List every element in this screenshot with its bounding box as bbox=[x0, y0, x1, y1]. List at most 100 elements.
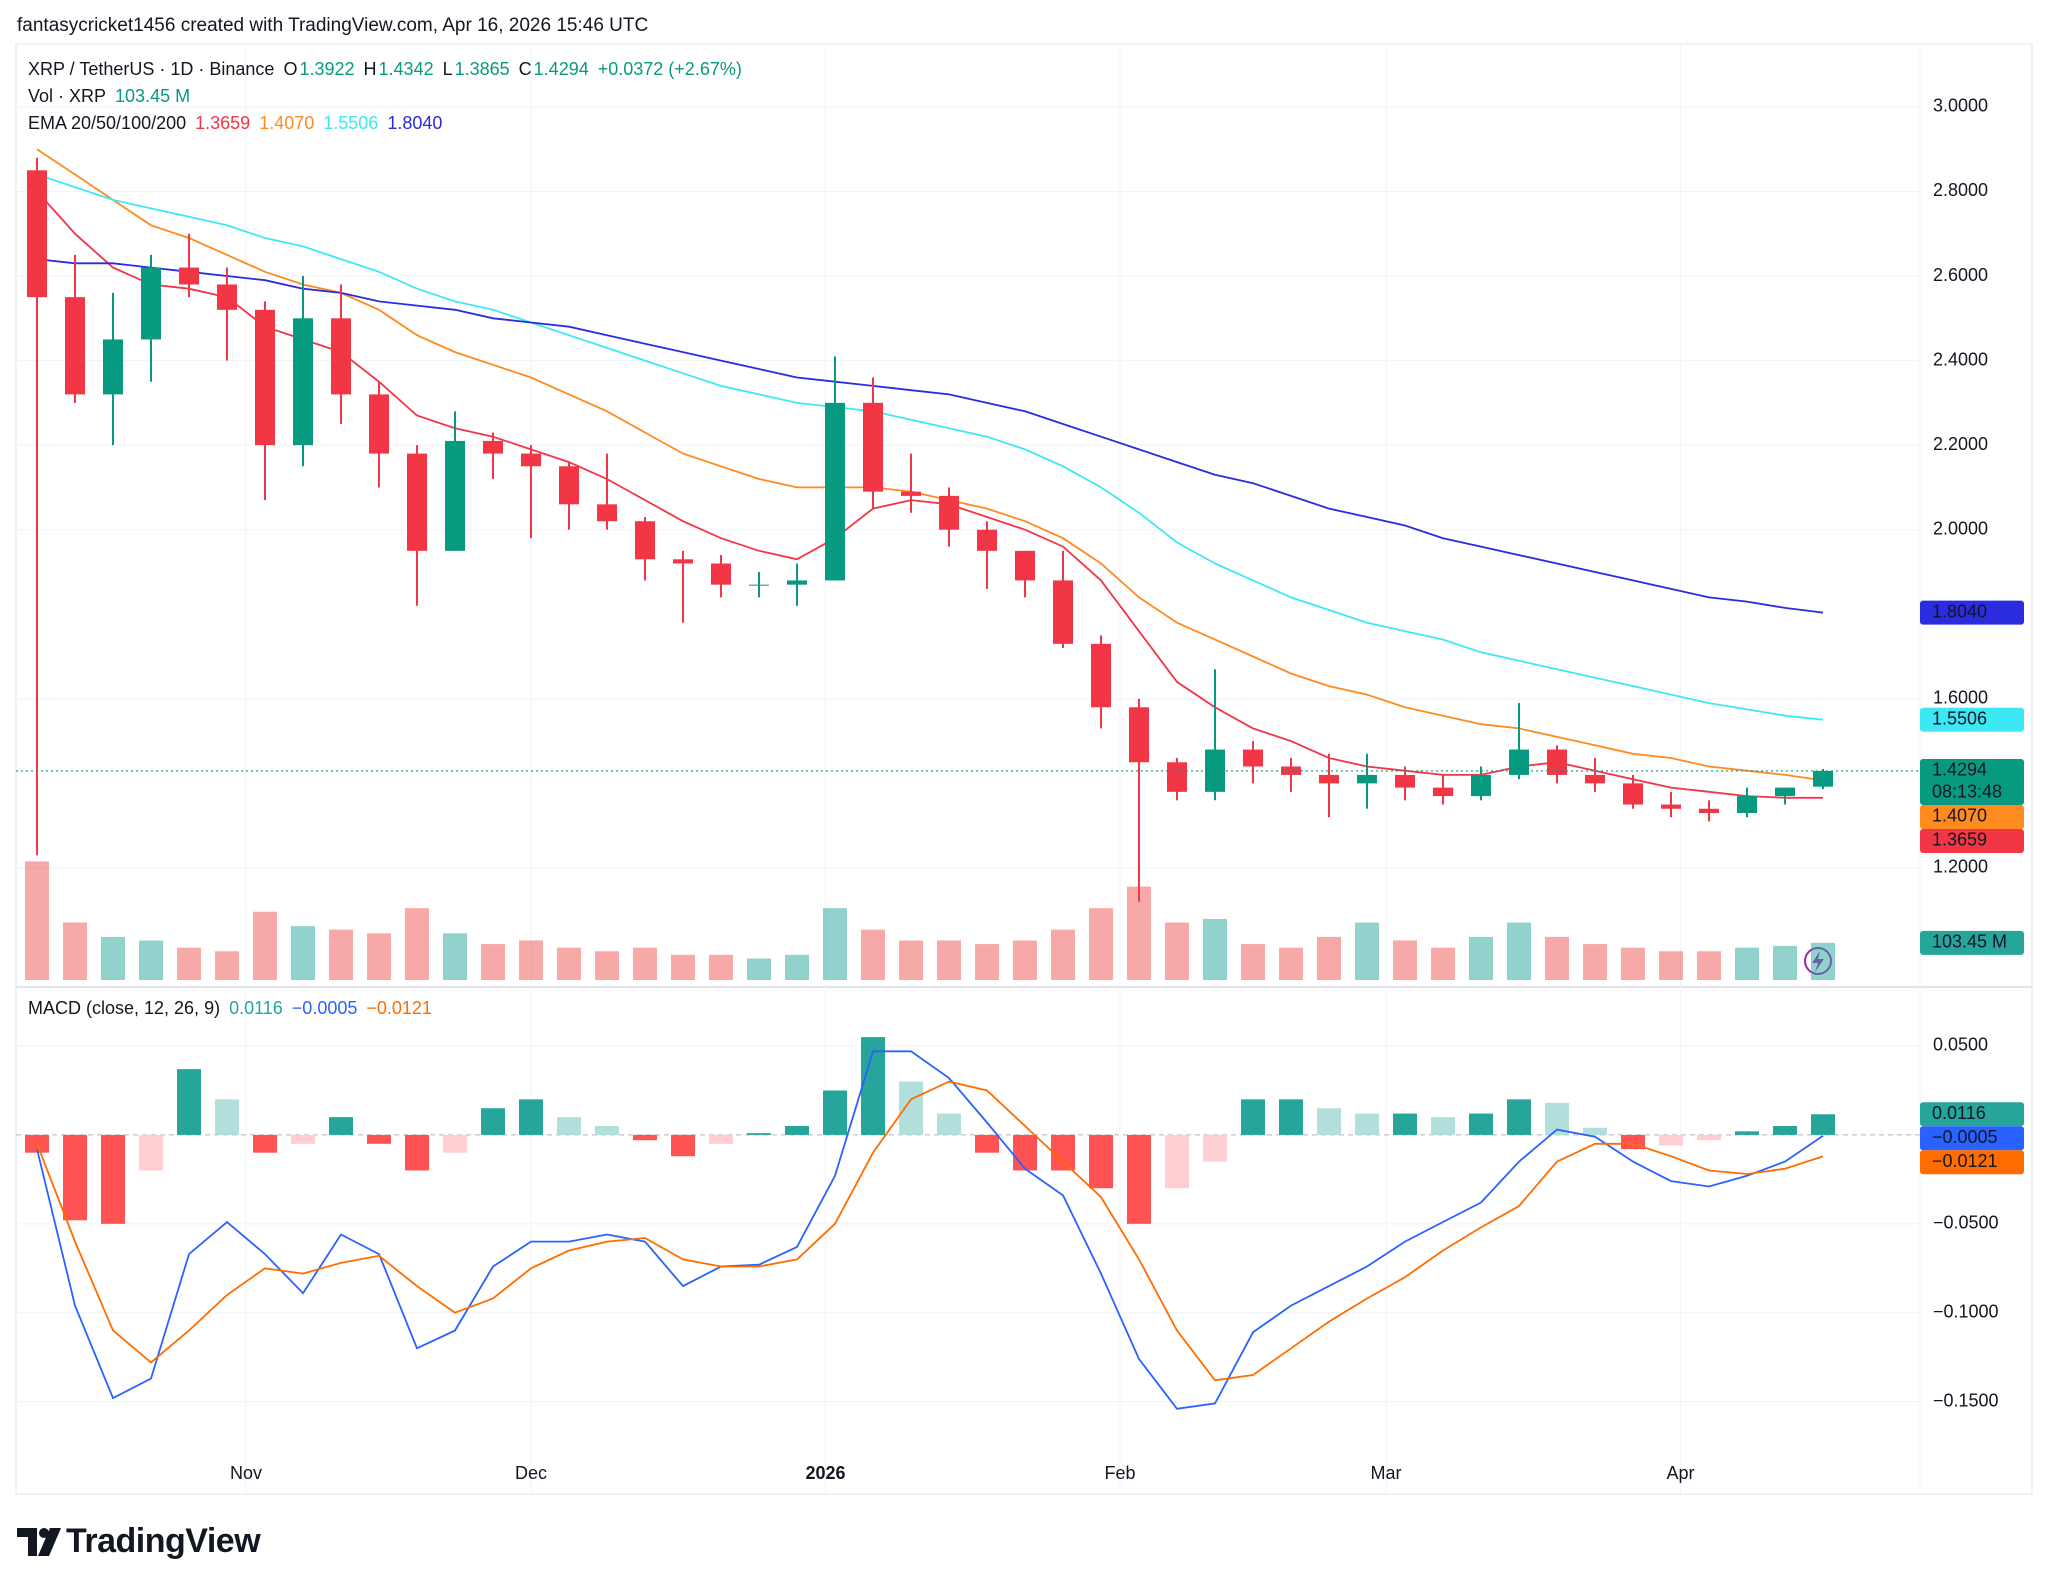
header: fantasycricket1456 created with TradingV… bbox=[17, 15, 649, 36]
candle-body bbox=[65, 297, 85, 395]
volume-bar bbox=[329, 929, 353, 980]
histogram-bar bbox=[253, 1134, 277, 1153]
candle-body bbox=[1319, 774, 1339, 784]
volume-bar bbox=[975, 944, 999, 980]
candle-body bbox=[977, 529, 997, 551]
ema-line bbox=[36, 258, 1824, 614]
volume-bar bbox=[1165, 922, 1189, 980]
candle-body bbox=[1471, 774, 1491, 797]
candle-body bbox=[179, 267, 199, 285]
candle-body bbox=[635, 521, 655, 560]
macd-line bbox=[36, 1050, 1824, 1410]
volume-bar bbox=[1659, 951, 1683, 980]
volume-bar bbox=[405, 908, 429, 980]
volume-bar bbox=[481, 944, 505, 980]
candle-body bbox=[901, 491, 921, 496]
logo-slash bbox=[38, 1528, 61, 1556]
candle-body bbox=[255, 309, 275, 446]
price-badge-label: −0.0005 bbox=[1932, 1127, 1998, 1147]
histogram-bar bbox=[1013, 1134, 1037, 1171]
candle-body bbox=[1813, 770, 1833, 787]
histogram-bar bbox=[405, 1134, 429, 1171]
volume-bar bbox=[1773, 945, 1797, 980]
histogram-bar bbox=[481, 1108, 505, 1135]
x-tick-label: Feb bbox=[1104, 1463, 1135, 1483]
candle-body bbox=[1623, 783, 1643, 805]
volume-title[interactable]: Vol · XRP bbox=[28, 86, 107, 106]
histogram-bar bbox=[1355, 1113, 1379, 1135]
x-tick-label: Mar bbox=[1371, 1463, 1402, 1483]
signal-line bbox=[36, 1080, 1824, 1382]
candle-body bbox=[939, 495, 959, 530]
y-tick-label: 1.2000 bbox=[1933, 857, 1988, 877]
volume-bar bbox=[101, 936, 125, 980]
histogram-bar bbox=[1393, 1113, 1417, 1135]
candle-body bbox=[27, 170, 47, 298]
ema-value: 1.4070 bbox=[259, 113, 315, 133]
macd-title[interactable]: MACD (close, 12, 26, 9) bbox=[28, 998, 221, 1018]
signal-value: −0.0121 bbox=[366, 998, 432, 1018]
candle-body bbox=[787, 580, 807, 585]
candle-body bbox=[1395, 774, 1415, 788]
price-badge-label: 103.45 M bbox=[1932, 932, 2007, 952]
histogram-bar bbox=[139, 1134, 163, 1171]
histogram-value: 0.0116 bbox=[229, 998, 283, 1018]
histogram-bar bbox=[1279, 1099, 1303, 1135]
histogram-bar bbox=[1469, 1113, 1493, 1135]
candle-body bbox=[483, 440, 503, 454]
candle-body bbox=[1129, 707, 1149, 763]
volume-bar bbox=[1393, 940, 1417, 980]
symbol[interactable]: XRP / TetherUS · 1D · Binance bbox=[28, 59, 275, 79]
volume-bar bbox=[1241, 944, 1265, 980]
volume-bar bbox=[1507, 922, 1531, 980]
histogram-bar bbox=[747, 1133, 771, 1135]
price-badge-label: 1.3659 bbox=[1932, 830, 1987, 850]
price-badge-label: 1.5506 bbox=[1932, 708, 1987, 728]
ema-value: 1.3659 bbox=[195, 113, 251, 133]
volume-bar bbox=[1469, 936, 1493, 980]
symbol-legend: XRP / TetherUS · 1D · Binance O 1.3922 H 1.… bbox=[28, 59, 742, 80]
price-badge-label: −0.0121 bbox=[1932, 1151, 1998, 1171]
logo-mark bbox=[17, 1528, 37, 1556]
candle-body bbox=[597, 504, 617, 522]
histogram-bar bbox=[1127, 1134, 1151, 1224]
volume-bar bbox=[633, 947, 657, 980]
histogram-bar bbox=[367, 1134, 391, 1144]
logo-dot bbox=[39, 1528, 49, 1538]
ohlc-value: 1.4342 bbox=[378, 59, 434, 79]
candle-body bbox=[1661, 804, 1681, 809]
ema-value: 1.5506 bbox=[323, 113, 379, 133]
ohlc-letter: L bbox=[442, 59, 453, 79]
price-badge-label: 08:13:48 bbox=[1932, 782, 2002, 802]
volume-bar bbox=[1127, 886, 1151, 980]
candle-body bbox=[1775, 787, 1795, 797]
volume-bar bbox=[215, 951, 239, 980]
ema-title[interactable]: EMA 20/50/100/200 bbox=[28, 113, 187, 133]
candle-body bbox=[1091, 643, 1111, 708]
ema-legend: EMA 20/50/100/200 1.3659 1.4070 1.5506 1.80… bbox=[28, 113, 442, 134]
histogram-bar bbox=[177, 1069, 201, 1135]
candle-body bbox=[369, 394, 389, 454]
volume-value: 103.45 M bbox=[115, 86, 191, 106]
volume-bar bbox=[1279, 947, 1303, 980]
volume-bar bbox=[861, 929, 885, 980]
chart-frame bbox=[15, 43, 2033, 1495]
price-badge bbox=[1920, 707, 2024, 732]
ohlc-letter: H bbox=[363, 59, 377, 79]
histogram-bar bbox=[1811, 1114, 1835, 1135]
histogram-bar bbox=[899, 1081, 923, 1135]
ohlc-value: 1.4294 bbox=[533, 59, 589, 79]
macd-value: −0.0005 bbox=[291, 998, 358, 1018]
histogram-bar bbox=[937, 1113, 961, 1135]
histogram-bar bbox=[975, 1134, 999, 1153]
y-tick-label: 2.4000 bbox=[1933, 349, 1988, 369]
price-badge-label: 1.4294 bbox=[1932, 760, 1987, 780]
volume-bar bbox=[1013, 940, 1037, 980]
volume-bar bbox=[291, 926, 315, 980]
y-tick-label: −0.1000 bbox=[1933, 1301, 1999, 1321]
histogram-bar bbox=[215, 1099, 239, 1135]
volume-bar bbox=[1355, 922, 1379, 980]
price-badge bbox=[1920, 600, 2024, 625]
volume-bar bbox=[139, 940, 163, 980]
volume-bar bbox=[1735, 947, 1759, 980]
